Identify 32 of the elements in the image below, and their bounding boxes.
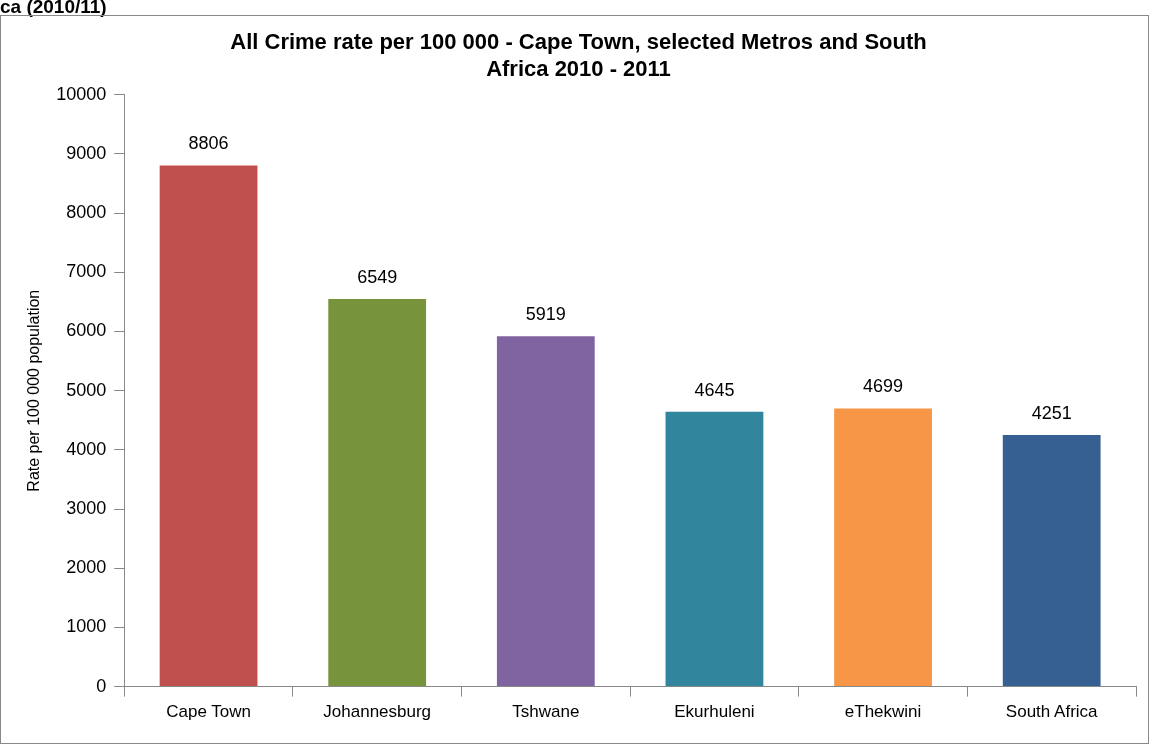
bar	[1002, 435, 1101, 687]
bar	[328, 299, 427, 687]
bar	[159, 165, 258, 687]
y-tick-label: 5000	[66, 379, 107, 400]
chart-title: All Crime rate per 100 000 - Cape Town, selected Metros and South Africa 2010 - 2011	[230, 29, 927, 81]
data-label: 8806	[188, 133, 229, 154]
data-label: 4645	[694, 379, 735, 400]
y-tick-label: 6000	[66, 320, 107, 341]
bar	[834, 408, 932, 687]
y-tick-label: 7000	[66, 261, 107, 282]
y-tick-label: 1000	[66, 616, 107, 637]
y-tick-label: 9000	[66, 142, 107, 163]
text: ca (2010/11)	[0, 0, 107, 18]
y-tick-label: 2000	[66, 557, 107, 578]
data-label: 4251	[1031, 402, 1072, 423]
data-label: 4699	[863, 376, 904, 397]
data-label: 6549	[357, 267, 398, 287]
x-tick-label: Ekurhuleni	[674, 702, 755, 722]
y-tick-label: 8000	[66, 202, 107, 223]
x-tick-label: Johannesburg	[323, 702, 432, 722]
x-tick-label: Cape Town	[166, 702, 251, 722]
x-tick-label: eThekwini	[844, 702, 922, 722]
data-label: 5919	[525, 304, 566, 325]
x-tick-label: Tshwane	[512, 702, 580, 722]
y-axis-title: Rate per 100 000 population	[25, 289, 43, 492]
y-tick-label: 3000	[66, 498, 107, 519]
x-tick-label: South Africa	[1005, 702, 1099, 722]
y-tick-label: 10000	[56, 83, 107, 104]
bar	[665, 411, 764, 687]
y-tick-label: 4000	[66, 438, 107, 459]
bar	[496, 336, 595, 687]
y-tick-label: 0	[96, 675, 107, 696]
